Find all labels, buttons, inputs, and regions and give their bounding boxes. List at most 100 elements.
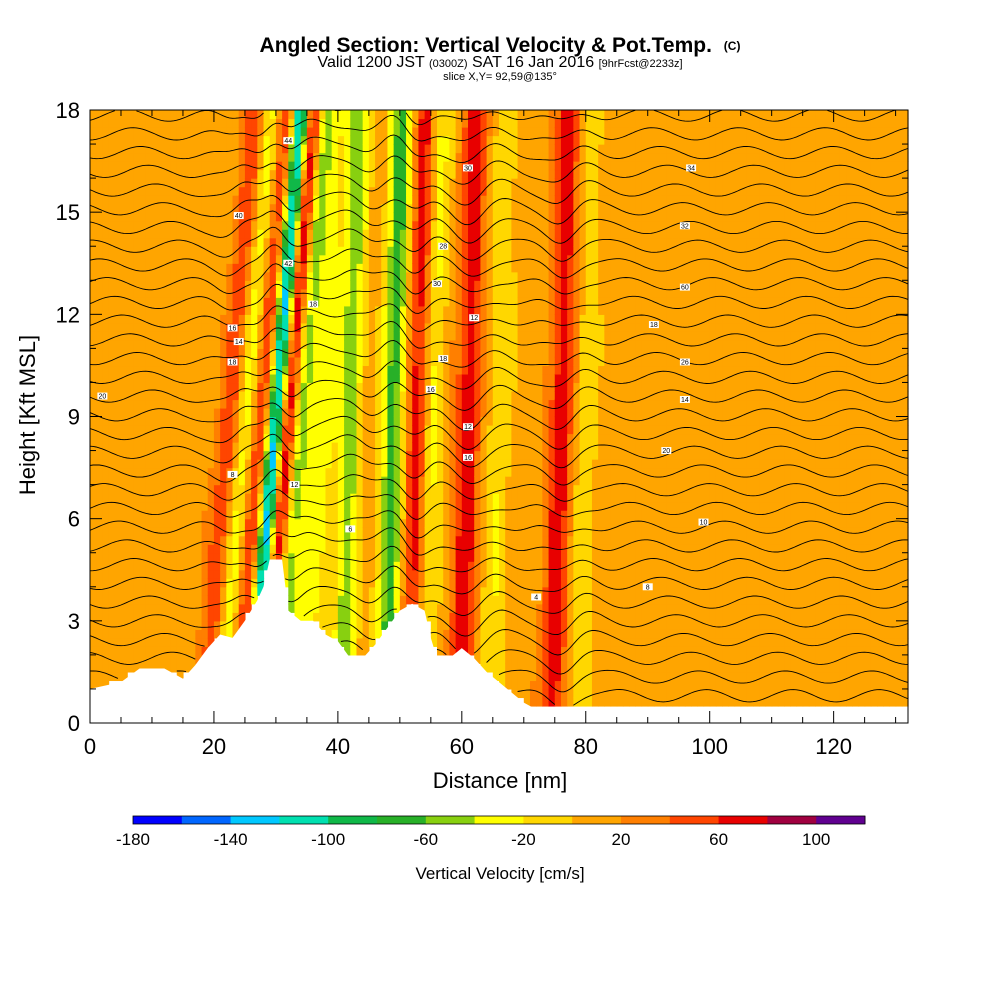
velocity-cell: [554, 280, 562, 290]
velocity-cell: [517, 254, 525, 264]
velocity-cell: [443, 322, 451, 332]
velocity-cell: [443, 467, 451, 477]
velocity-cell: [120, 399, 128, 409]
velocity-cell: [282, 510, 289, 520]
velocity-cell: [195, 331, 203, 341]
velocity-cell: [151, 271, 159, 281]
velocity-cell: [344, 178, 351, 188]
velocity-cell: [120, 220, 128, 230]
velocity-cell: [294, 356, 302, 367]
velocity-cell: [164, 305, 172, 315]
velocity-cell: [145, 152, 153, 162]
velocity-cell: [251, 263, 258, 273]
velocity-cell: [139, 237, 147, 247]
velocity-cell: [151, 518, 159, 528]
velocity-cell: [120, 629, 128, 639]
velocity-cell: [356, 459, 364, 469]
velocity-cell: [344, 459, 351, 469]
velocity-cell: [350, 578, 358, 588]
velocity-cell: [511, 680, 519, 690]
velocity-cell: [393, 118, 401, 128]
velocity-cell: [288, 246, 296, 256]
velocity-cell: [158, 535, 165, 545]
velocity-cell: [449, 459, 457, 469]
velocity-cell: [331, 280, 339, 290]
velocity-cell: [220, 161, 227, 171]
velocity-cell: [164, 561, 172, 571]
velocity-cell: [319, 518, 327, 528]
velocity-cell: [499, 595, 506, 605]
velocity-cell: [158, 110, 165, 120]
velocity-cell: [251, 297, 258, 307]
velocity-cell: [213, 510, 221, 520]
velocity-cell: [424, 169, 432, 179]
velocity-cell: [182, 203, 190, 213]
velocity-cell: [362, 331, 370, 341]
velocity-cell: [201, 246, 209, 256]
velocity-cell: [449, 535, 457, 545]
velocity-cell: [455, 535, 463, 545]
velocity-cell: [536, 663, 543, 673]
velocity-cell: [232, 399, 240, 409]
velocity-cell: [511, 442, 519, 452]
velocity-cell: [480, 433, 488, 443]
velocity-cell: [337, 595, 345, 605]
velocity-cell: [486, 195, 494, 205]
velocity-cell: [356, 518, 364, 528]
velocity-cell: [517, 407, 525, 418]
velocity-cell: [554, 305, 562, 315]
velocity-cell: [195, 212, 203, 222]
velocity-cell: [492, 331, 500, 341]
velocity-cell: [337, 620, 345, 630]
velocity-cell: [207, 425, 215, 435]
velocity-cell: [480, 637, 488, 647]
velocity-cell: [176, 271, 184, 281]
velocity-cell: [430, 578, 438, 588]
velocity-cell: [548, 527, 556, 537]
velocity-cell: [313, 229, 320, 239]
velocity-cell: [201, 314, 209, 324]
velocity-cell: [207, 305, 215, 315]
velocity-cell: [96, 152, 103, 162]
velocity-cell: [474, 220, 482, 230]
velocity-cell: [176, 569, 184, 579]
velocity-cell: [356, 152, 364, 162]
velocity-cell: [133, 280, 141, 290]
velocity-cell: [362, 203, 370, 213]
velocity-cell: [226, 169, 234, 179]
velocity-cell: [523, 527, 531, 537]
velocity-cell: [381, 297, 389, 307]
velocity-cell: [108, 484, 116, 494]
velocity-cell: [306, 314, 314, 324]
velocity-cell: [560, 578, 568, 588]
velocity-cell: [443, 152, 451, 162]
velocity-cell: [511, 467, 519, 477]
velocity-cell: [362, 552, 370, 562]
velocity-cell: [430, 127, 438, 137]
velocity-cell: [108, 271, 116, 281]
velocity-cell: [145, 569, 153, 579]
velocity-cell: [331, 178, 339, 188]
velocity-cell: [182, 280, 190, 290]
velocity-cell: [238, 433, 246, 443]
velocity-cell: [207, 280, 215, 290]
velocity-cell: [176, 237, 184, 247]
velocity-cell: [455, 237, 463, 247]
velocity-cell: [567, 671, 574, 682]
velocity-cell: [158, 390, 165, 401]
velocity-cell: [517, 425, 525, 435]
velocity-cell: [350, 620, 358, 630]
velocity-cell: [306, 288, 314, 298]
velocity-cell: [176, 144, 184, 154]
velocity-cell: [418, 203, 426, 213]
velocity-cell: [90, 178, 97, 188]
velocity-cell: [375, 407, 382, 418]
velocity-cell: [201, 195, 209, 205]
velocity-cell: [567, 373, 574, 384]
velocity-cell: [189, 178, 196, 188]
velocity-cell: [449, 322, 457, 332]
velocity-cell: [424, 510, 432, 520]
velocity-cell: [102, 663, 110, 673]
velocity-cell: [499, 365, 506, 375]
velocity-cell: [337, 229, 345, 239]
